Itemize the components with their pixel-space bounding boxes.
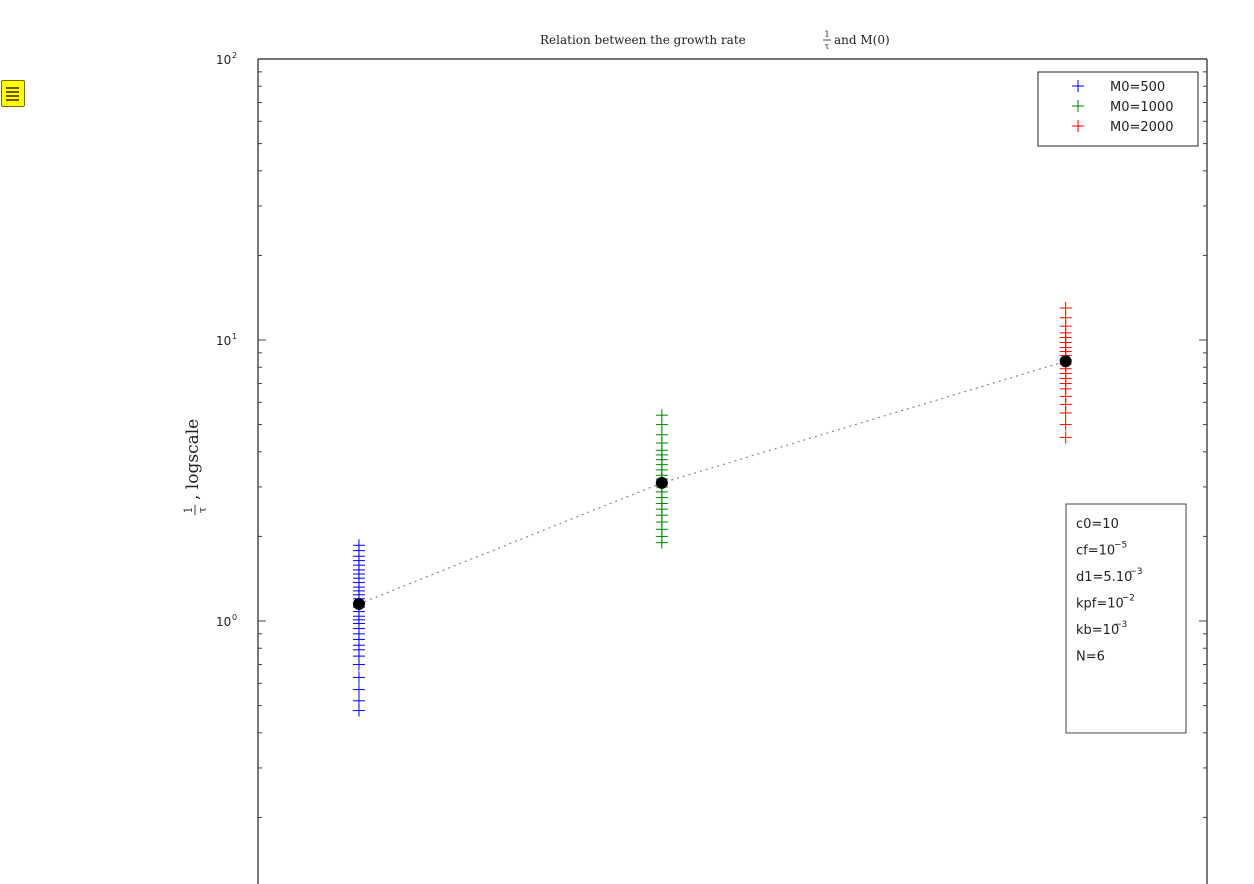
trend-polyline [358, 360, 1066, 605]
data-points [352, 301, 1072, 717]
legend-label: M0=500 [1110, 80, 1165, 95]
chart-title: Relation between the growth rate [540, 33, 746, 47]
mean-point [1059, 355, 1072, 368]
annotation-line: kpf=10−2 [1076, 594, 1135, 612]
annotation-line: kb=10−3 [1076, 620, 1127, 638]
annotation-line: N=6 [1076, 650, 1105, 665]
y-tick-exponent: 2 [232, 51, 237, 60]
annotation-exponent: −3 [1114, 620, 1127, 630]
y-label-frac-denominator: τ [196, 507, 209, 513]
legend-box [1037, 71, 1199, 147]
title-frac-denominator: τ [825, 42, 830, 51]
annotation-base: kpf=10 [1076, 597, 1124, 612]
legend-entry: M0=2000 [1072, 120, 1173, 135]
y-label-frac-numerator: 1 [182, 507, 195, 514]
annotation-exponent: −2 [1122, 594, 1135, 604]
legend-entry: M0=500 [1072, 80, 1165, 95]
y-axis-label: , logscale 1 τ [182, 419, 209, 515]
y-tick-label: 10 0 [216, 613, 237, 629]
annotation-line: d1=5.10−3 [1076, 567, 1142, 585]
annotation-base: N=6 [1076, 650, 1105, 665]
data-point-marker [352, 671, 365, 684]
trend-line [358, 360, 1066, 605]
mean-point [655, 476, 668, 489]
mean-points [352, 355, 1072, 610]
annotation-line: c0=10 [1076, 517, 1119, 532]
y-tick-exponent: 0 [232, 613, 237, 622]
axis-ticks [258, 71, 1207, 818]
title-fraction: 1 τ [823, 30, 831, 51]
annotation-base: kb=10 [1076, 623, 1119, 638]
y-tick-label: 10 1 [216, 332, 237, 348]
annotation-exponent: −5 [1114, 541, 1127, 551]
chart-title-suffix: and M(0) [834, 33, 890, 47]
legend-entry: M0=1000 [1072, 100, 1173, 115]
legend: M0=500 M0=1000 M0=2000 [1037, 71, 1199, 147]
plot-frame [257, 58, 1208, 884]
annotation-line: cf=10−5 [1076, 541, 1127, 559]
annotation-base: d1=5.10 [1076, 570, 1132, 585]
data-point-marker [352, 683, 365, 696]
y-tick-base: 10 [216, 334, 231, 348]
data-point-marker [655, 428, 668, 441]
title-frac-numerator: 1 [824, 30, 829, 39]
annotation-box [1065, 503, 1187, 734]
mean-point [352, 597, 365, 610]
data-point-marker [1059, 431, 1072, 444]
list-icon [6, 87, 19, 101]
annotation-base: cf=10 [1076, 544, 1115, 559]
data-point-marker [1059, 418, 1072, 431]
y-tick-base: 10 [216, 53, 231, 67]
annotation-exponent: −3 [1129, 567, 1142, 577]
data-point-marker [352, 539, 365, 552]
data-point-marker [655, 409, 668, 422]
legend-label: M0=1000 [1110, 100, 1173, 115]
y-tick-base: 10 [216, 615, 231, 629]
data-point-marker [1059, 301, 1072, 314]
annotation-base: c0=10 [1076, 517, 1119, 532]
list-menu-button[interactable] [1, 80, 25, 107]
data-point-marker [352, 694, 365, 707]
y-tick-label: 10 2 [216, 51, 237, 67]
legend-label: M0=2000 [1110, 120, 1173, 135]
y-label-text: , logscale [183, 419, 203, 500]
y-tick-exponent: 1 [232, 332, 237, 341]
